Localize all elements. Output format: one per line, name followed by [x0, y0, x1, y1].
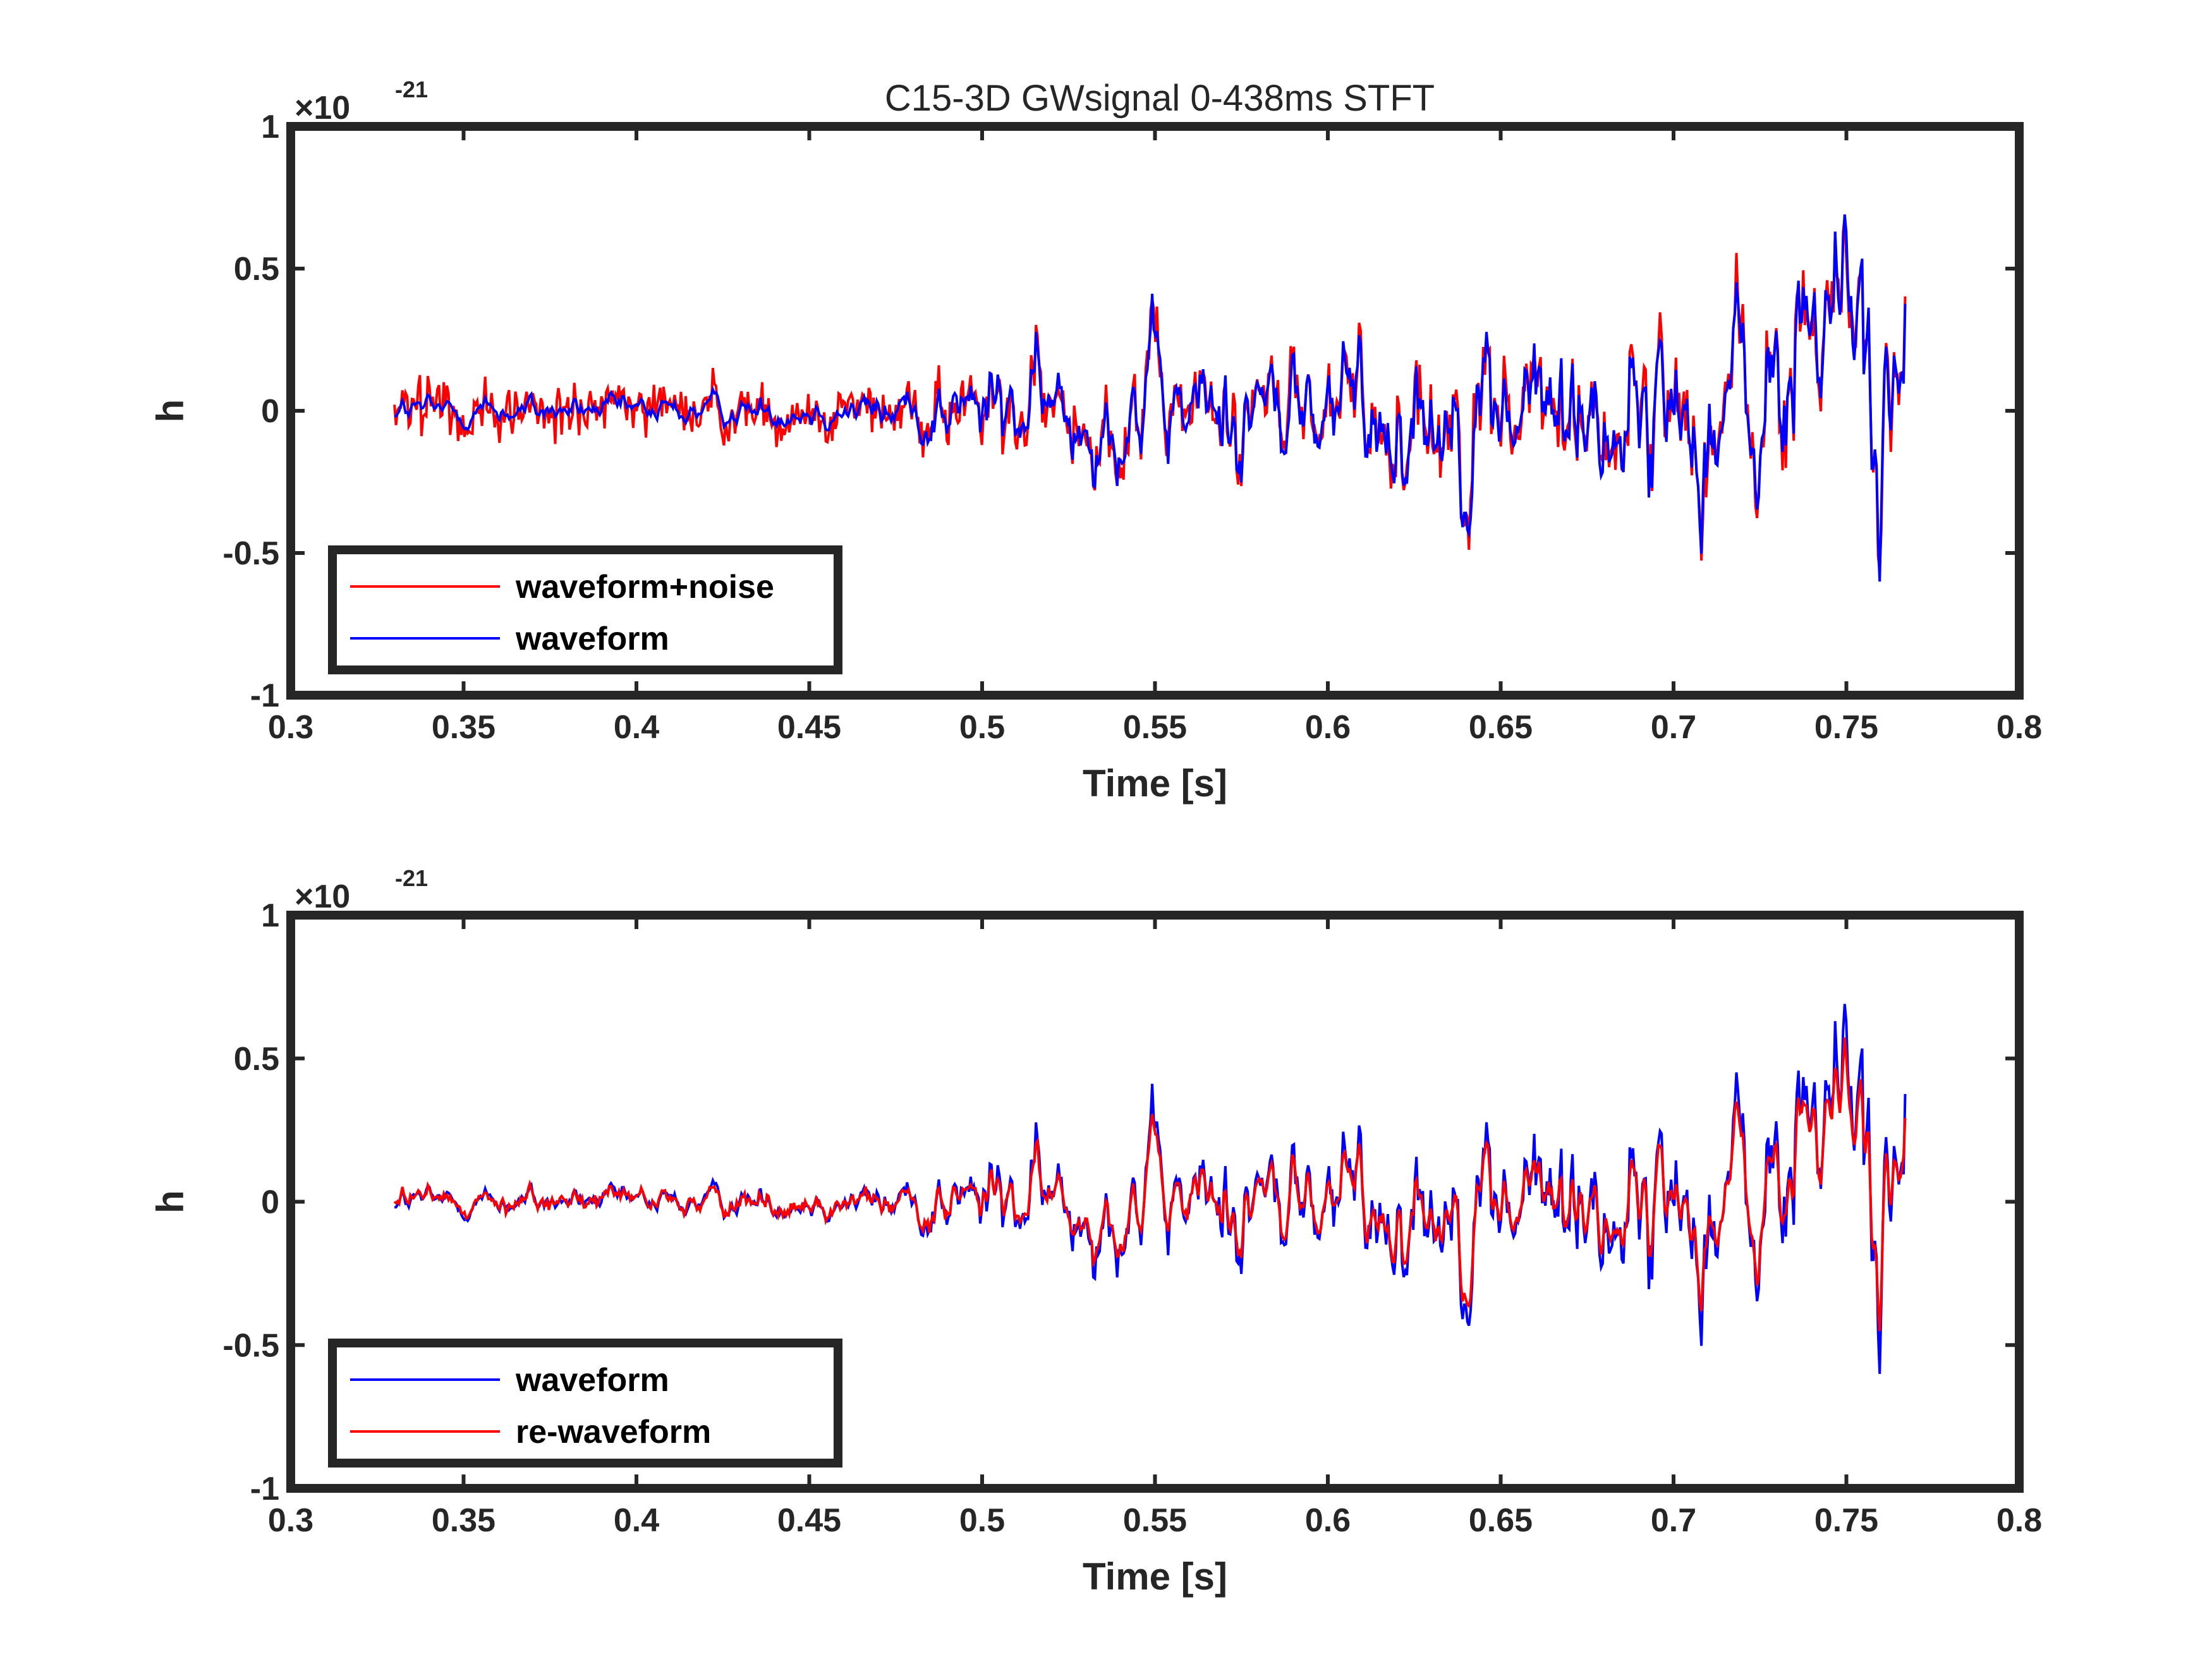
series-line-waveform — [394, 214, 1907, 582]
legend-box — [328, 545, 842, 674]
x-tick-label: 0.55 — [1123, 1502, 1187, 1539]
y-tick-label: 0.5 — [234, 1041, 279, 1078]
y-tick-label: 1 — [261, 109, 279, 145]
y-tick-label: -0.5 — [222, 535, 279, 572]
x-tick-label: 0.5 — [959, 709, 1005, 746]
x-tick-label: 0.65 — [1469, 709, 1533, 746]
bottom-subplot: 0.3 0.35 0.4 0.45 0.5 0.55 0.6 0.65 0.7 0.75 0.8 -1… — [149, 865, 2042, 1598]
y-multiplier: ×10 — [295, 90, 350, 126]
legend-box — [328, 1339, 842, 1468]
x-tick-label: 0.65 — [1469, 1502, 1533, 1539]
x-axis-label: Time [s] — [1083, 762, 1227, 805]
x-tick-label: 0.75 — [1814, 1502, 1878, 1539]
y-tick-label: 0 — [261, 1184, 279, 1221]
legend-label: waveform+noise — [515, 569, 774, 605]
y-tick-label: 0.5 — [234, 251, 279, 288]
x-tick-label: 0.45 — [777, 709, 841, 746]
x-tick-label: 0.75 — [1814, 709, 1878, 746]
x-tick-label: 0.8 — [1996, 1502, 2042, 1539]
x-axis-label: Time [s] — [1083, 1555, 1227, 1598]
legend-label: waveform — [515, 621, 669, 657]
x-tick-label: 0.35 — [432, 709, 495, 746]
y-axis-label: h — [149, 399, 191, 423]
y-multiplier: ×10 — [295, 878, 350, 915]
x-tick-label: 0.7 — [1651, 1502, 1696, 1539]
x-tick-label: 0.4 — [614, 1502, 659, 1539]
x-tick-label: 0.6 — [1305, 709, 1351, 746]
chart-title: C15-3D GWsignal 0-438ms STFT — [885, 78, 1435, 119]
legend-label: waveform — [515, 1362, 669, 1399]
top-subplot: 0.3 0.35 0.4 0.45 0.5 0.55 0.6 0.65 0.7 0.75 0.8 -1… — [149, 76, 2042, 805]
y-tick-label: 0 — [261, 393, 279, 430]
x-tick-label: 0.4 — [614, 709, 659, 746]
y-tick-label: -1 — [250, 678, 279, 714]
y-multiplier-exponent: -21 — [395, 865, 428, 891]
x-tick-label: 0.55 — [1123, 709, 1187, 746]
x-tick-label: 0.8 — [1996, 709, 2042, 746]
y-multiplier-exponent: -21 — [395, 76, 428, 102]
legend-label: re-waveform — [516, 1414, 711, 1450]
x-tick-label: 0.7 — [1651, 709, 1696, 746]
x-tick-label: 0.3 — [268, 1502, 313, 1539]
y-tick-label: -0.5 — [222, 1327, 279, 1364]
series-line-re-waveform — [393, 1037, 1907, 1332]
x-tick-label: 0.3 — [268, 709, 313, 746]
y-tick-label: -1 — [250, 1471, 279, 1507]
y-axis-label: h — [149, 1190, 191, 1213]
x-tick-label: 0.6 — [1305, 1502, 1351, 1539]
x-tick-label: 0.45 — [777, 1502, 841, 1539]
y-tick-label: 1 — [261, 897, 279, 934]
x-tick-label: 0.5 — [959, 1502, 1005, 1539]
x-tick-label: 0.35 — [432, 1502, 495, 1539]
